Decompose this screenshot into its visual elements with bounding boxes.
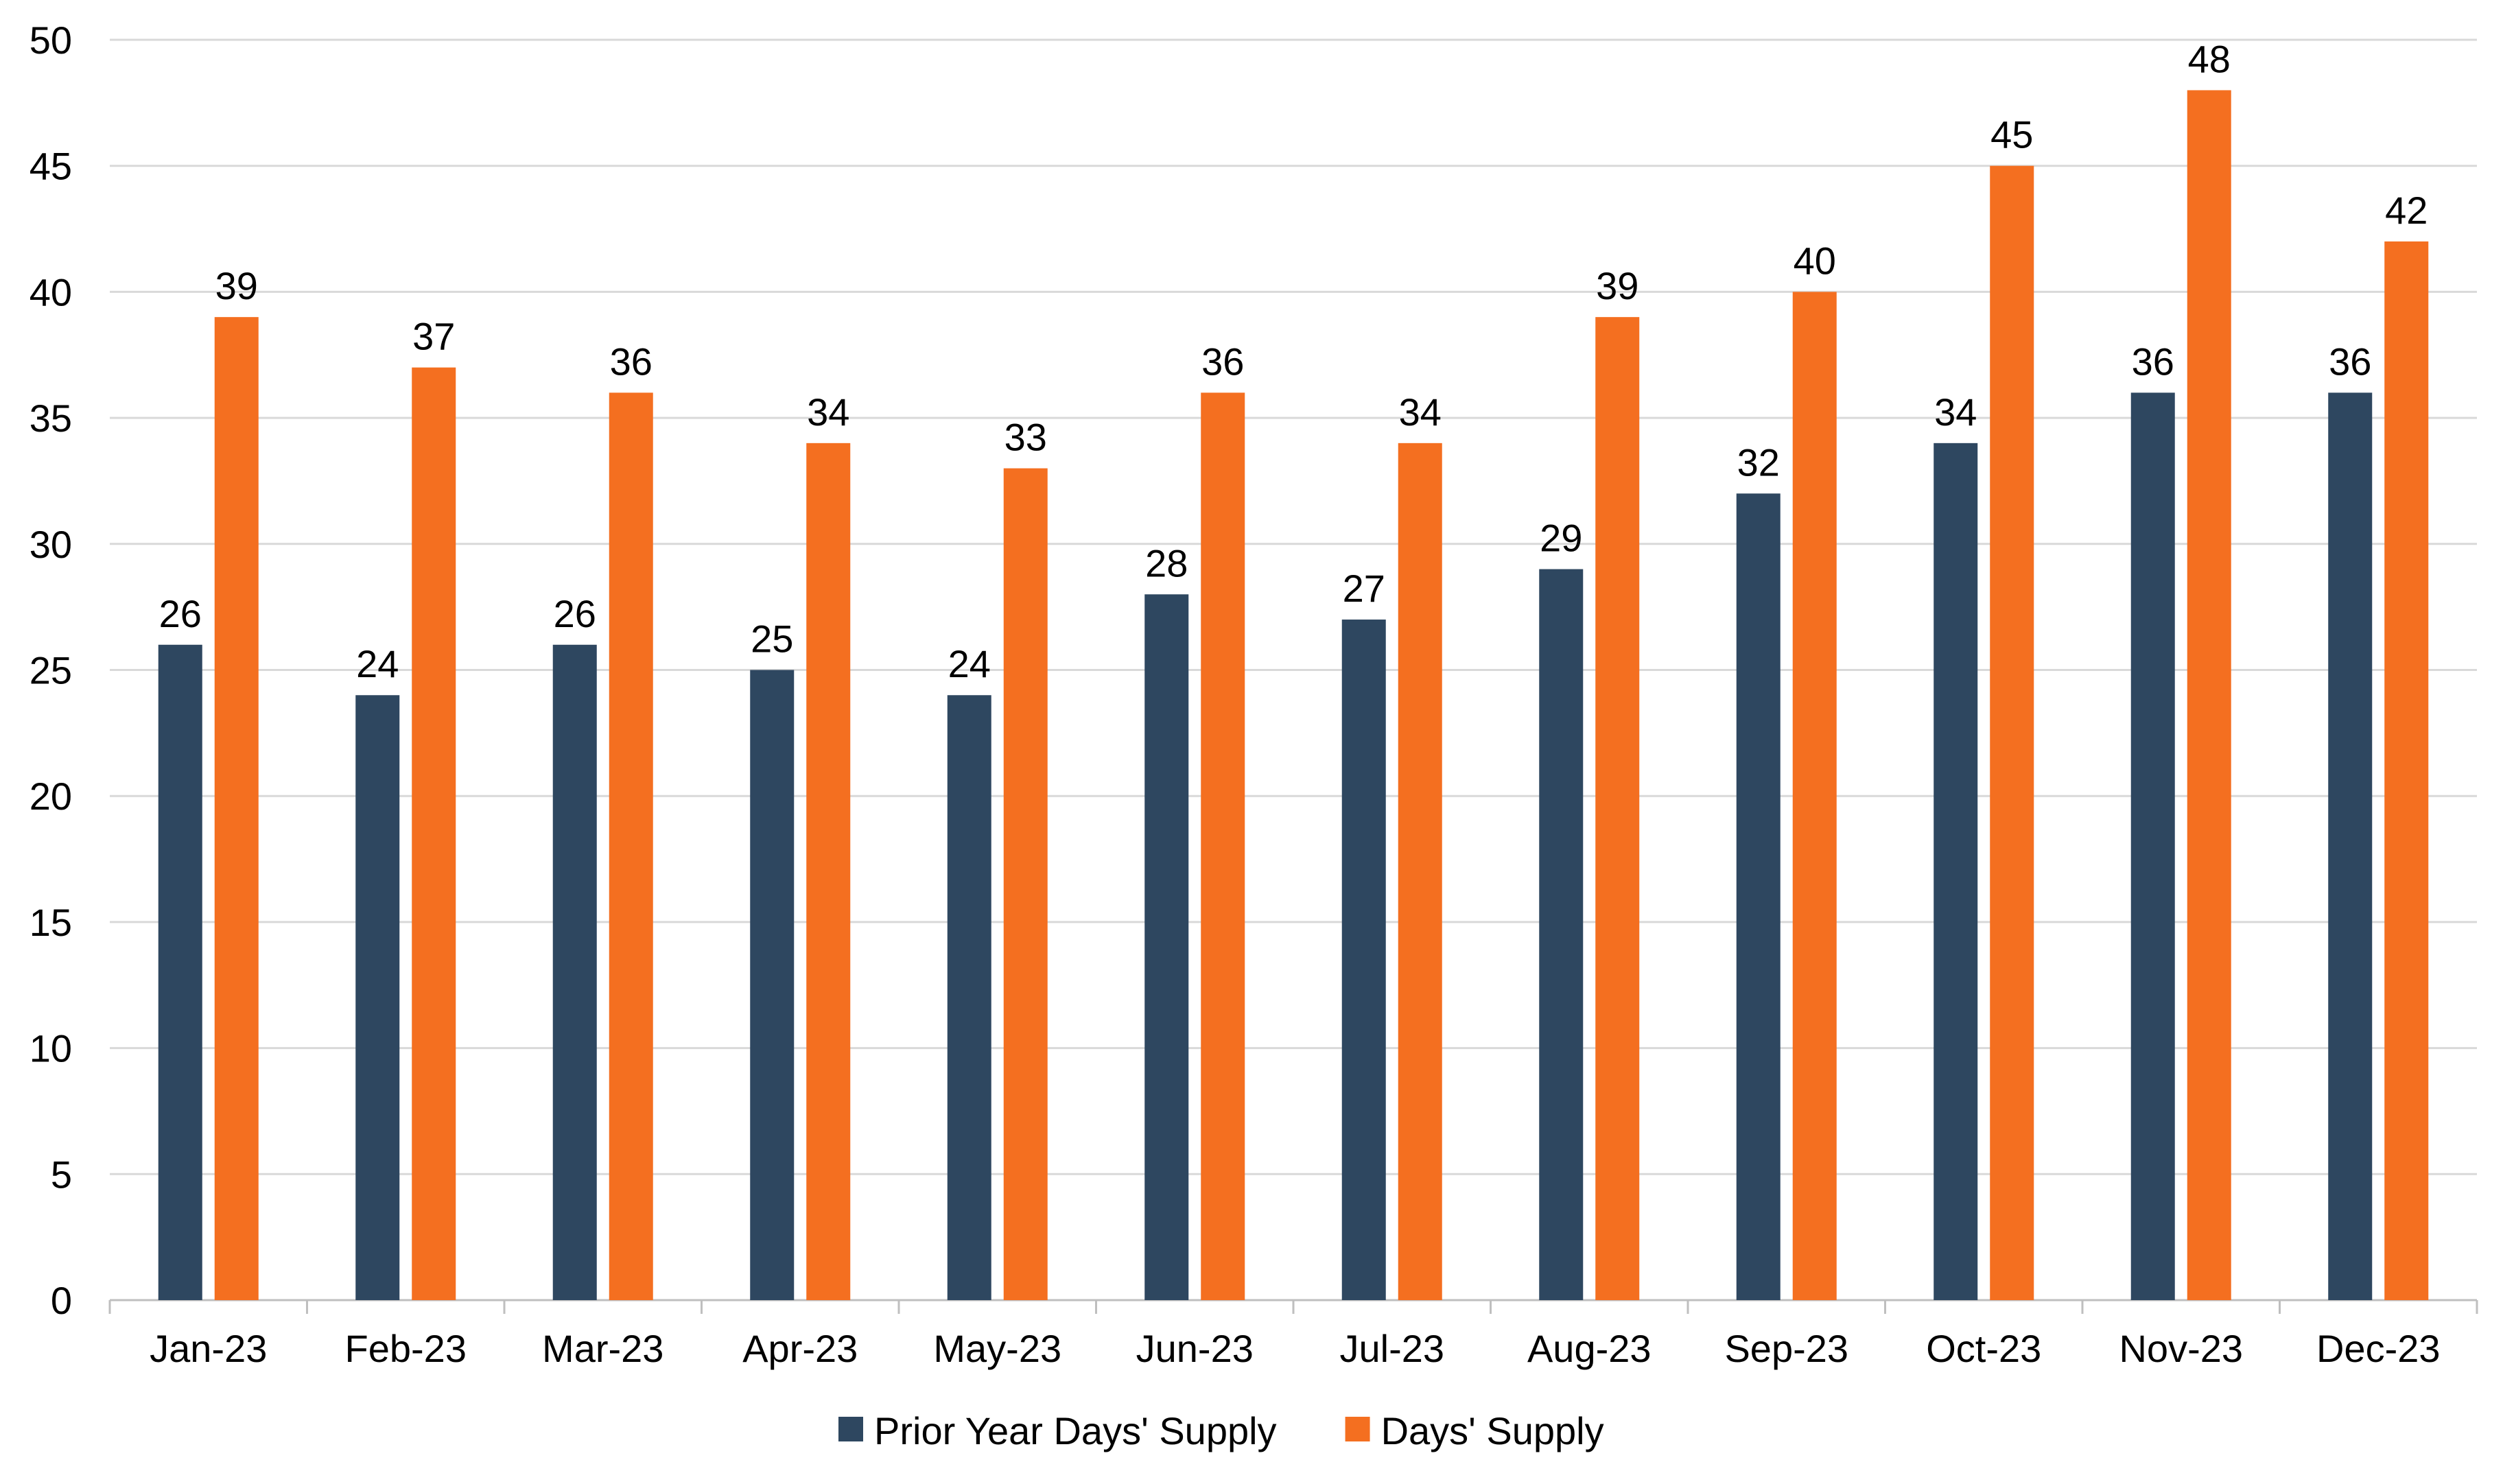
y-tick-label: 25 <box>30 649 72 692</box>
data-label: 29 <box>1540 517 1582 560</box>
bar-prior-year <box>2328 392 2373 1300</box>
x-tick-label: Apr-23 <box>742 1327 858 1370</box>
bar-days-supply <box>1201 392 1245 1300</box>
bar-days-supply <box>1792 292 1837 1300</box>
data-label: 48 <box>2188 37 2231 80</box>
x-tick-label: Jan-23 <box>150 1327 267 1370</box>
data-label: 34 <box>807 390 849 434</box>
x-tick-label: Oct-23 <box>1926 1327 2041 1370</box>
data-label: 36 <box>610 340 653 383</box>
bar-prior-year <box>1736 493 1781 1300</box>
bar-prior-year <box>158 644 202 1300</box>
bar-prior-year <box>552 644 597 1300</box>
bar-prior-year <box>1144 594 1189 1300</box>
bar-days-supply <box>806 443 851 1300</box>
bar-prior-year <box>1539 569 1584 1300</box>
data-label: 25 <box>751 617 793 661</box>
legend-label: Prior Year Days' Supply <box>874 1409 1277 1452</box>
bar-days-supply <box>1990 165 2034 1301</box>
data-label: 36 <box>1201 340 1244 383</box>
x-tick-label: Feb-23 <box>345 1327 467 1370</box>
legend: Prior Year Days' Supply Days' Supply <box>838 1409 1604 1452</box>
data-label: 42 <box>2385 189 2428 232</box>
x-tick-label: Jul-23 <box>1339 1327 1444 1370</box>
data-label: 34 <box>1934 390 1977 434</box>
gridlines <box>110 38 2477 1175</box>
data-label: 37 <box>412 315 455 358</box>
bar-days-supply <box>1595 317 1640 1300</box>
data-label: 24 <box>948 642 991 685</box>
bar-days-supply <box>214 317 259 1300</box>
y-tick-label: 20 <box>30 775 72 818</box>
x-tick-label: May-23 <box>933 1327 1061 1370</box>
y-tick-label: 40 <box>30 270 72 314</box>
bars <box>158 90 2429 1301</box>
y-tick-label: 15 <box>30 901 72 944</box>
y-tick-label: 5 <box>51 1153 72 1196</box>
bar-days-supply <box>412 367 456 1300</box>
data-label: 28 <box>1145 541 1188 585</box>
data-label: 39 <box>215 264 258 307</box>
legend-label: Days' Supply <box>1381 1409 1604 1452</box>
y-tick-label: 50 <box>30 19 72 62</box>
data-label: 26 <box>159 592 202 635</box>
bar-prior-year <box>947 695 991 1300</box>
data-label: 36 <box>2132 340 2174 383</box>
data-label: 27 <box>1343 567 1385 610</box>
data-labels: 26 39 24 37 26 36 25 34 24 33 28 36 27 34 29 39 32 40 34 45… <box>159 37 2428 685</box>
data-label: 33 <box>1004 416 1047 459</box>
x-tick-label: Nov-23 <box>2119 1327 2243 1370</box>
bar-prior-year <box>1934 443 1978 1300</box>
data-label: 24 <box>356 642 399 685</box>
x-tick-label: Dec-23 <box>2316 1327 2441 1370</box>
legend-swatch <box>1345 1417 1370 1441</box>
bar-days-supply <box>2384 241 2429 1300</box>
data-label: 39 <box>1596 264 1638 307</box>
x-tick-label: Aug-23 <box>1527 1327 1652 1370</box>
data-label: 40 <box>1794 239 1836 282</box>
bar-days-supply <box>2187 90 2231 1301</box>
data-label: 36 <box>2329 340 2371 383</box>
y-tick-label: 10 <box>30 1027 72 1070</box>
data-label: 32 <box>1737 440 1780 484</box>
legend-swatch <box>838 1417 863 1441</box>
x-tick-label: Jun-23 <box>1136 1327 1254 1370</box>
bar-prior-year <box>2130 392 2175 1300</box>
data-label: 45 <box>1990 113 2033 156</box>
data-label: 26 <box>554 592 596 635</box>
bar-prior-year <box>750 670 795 1300</box>
x-tick-label: Sep-23 <box>1724 1327 1848 1370</box>
bar-prior-year <box>1341 620 1386 1300</box>
bar-prior-year <box>355 695 400 1300</box>
bar-days-supply <box>1398 443 1442 1300</box>
y-tick-label: 30 <box>30 523 72 566</box>
data-label: 34 <box>1399 390 1442 434</box>
x-tick-label: Mar-23 <box>542 1327 663 1370</box>
y-tick-label: 0 <box>51 1279 72 1322</box>
bar-days-supply <box>609 392 653 1300</box>
axes: 0 5 10 15 20 25 30 35 40 45 50 Jan-23 Feb-23 Mar-23 Ap… <box>30 19 2478 1370</box>
bar-days-supply <box>1003 468 1048 1300</box>
y-tick-label: 45 <box>30 145 72 188</box>
y-tick-label: 35 <box>30 397 72 440</box>
